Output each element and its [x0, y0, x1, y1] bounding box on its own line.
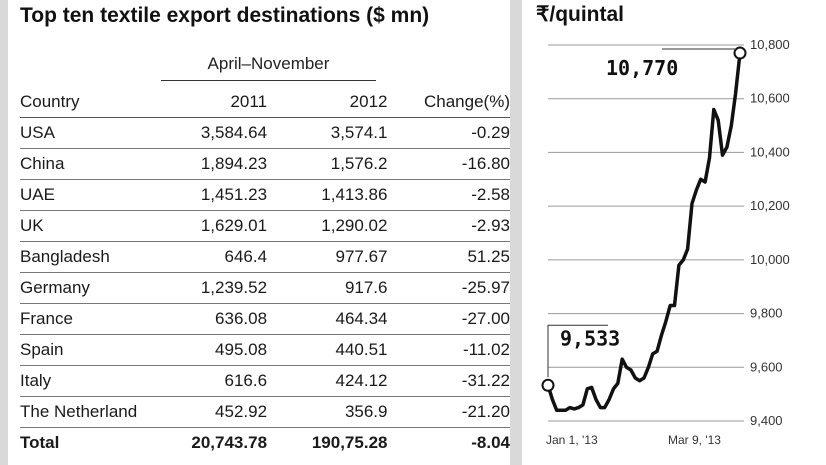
table-row: Bangladesh 646.4 977.67 51.25 — [20, 241, 510, 273]
price-line-chart: 9,400 9,600 9,800 10,000 10,200 10,400 10,600 1… — [541, 37, 790, 447]
value-2011-cell: 646.4 — [158, 241, 268, 273]
table-row: USA 3,584.64 3,574.1 -0.29 — [20, 117, 510, 149]
value-2012-cell: 3,574.1 — [267, 117, 388, 149]
change-cell: 51.25 — [387, 241, 510, 273]
y-axis-unit-label: ₹/quintal — [536, 3, 625, 26]
value-2011-cell: 1,239.52 — [158, 272, 268, 304]
start-point-marker — [541, 378, 555, 392]
value-2011-cell: 616.6 — [158, 365, 268, 397]
end-value-annotation: 10,770 — [606, 56, 678, 80]
country-cell: Bangladesh — [20, 241, 159, 273]
change-cell: -31.22 — [387, 365, 510, 397]
value-2012-cell: 1,413.86 — [267, 179, 388, 211]
value-2011-cell: 1,629.01 — [158, 210, 268, 242]
value-2011-cell: 1,894.23 — [158, 148, 268, 180]
table-row: Spain 495.08 440.51 -11.02 — [20, 334, 510, 366]
country-cell: France — [20, 303, 159, 335]
value-2012-cell: 464.34 — [267, 303, 388, 335]
change-cell: -21.20 — [387, 396, 510, 428]
change-cell: -16.80 — [387, 148, 510, 180]
country-cell: China — [20, 148, 159, 180]
table-total-row: Total 20,743.78 190,75.28 -8.04 — [20, 428, 510, 459]
value-2012-cell: 977.67 — [267, 241, 388, 273]
table-row: France 636.08 464.34 -27.00 — [20, 303, 510, 335]
country-cell: UK — [20, 210, 159, 242]
table-row: Germany 1,239.52 917.6 -25.97 — [20, 272, 510, 304]
table-row: UAE 1,451.23 1,413.86 -2.58 — [20, 179, 510, 211]
x-tick-label-end: Mar 9, '13 — [668, 433, 721, 447]
value-2011-cell: 636.08 — [158, 303, 268, 335]
value-2011-cell: 20,743.78 — [191, 433, 268, 452]
export-table-panel: Top ten textile export destinations ($ m… — [8, 0, 510, 465]
end-point-marker — [733, 46, 747, 60]
change-cell: -2.93 — [387, 210, 510, 242]
y-tick-label: 9,800 — [750, 306, 783, 321]
price-series-line — [546, 52, 742, 413]
value-2011-cell: 1,451.23 — [158, 179, 268, 211]
start-value-annotation: 9,533 — [560, 326, 620, 350]
period-label: April–November — [207, 54, 330, 73]
country-cell: Germany — [20, 272, 159, 304]
column-header-country: Country — [20, 86, 159, 118]
period-rule — [161, 80, 376, 81]
value-2012-cell: 424.12 — [267, 365, 388, 397]
column-header-2012: 2012 — [267, 86, 388, 118]
change-cell: -27.00 — [387, 303, 510, 335]
y-tick-label: 10,800 — [750, 37, 790, 52]
table-header-row: Country 2011 2012 Change(%) — [20, 86, 510, 118]
country-cell: Italy — [20, 365, 159, 397]
y-tick-label: 9,400 — [750, 413, 783, 428]
y-tick-label: 9,600 — [750, 359, 783, 374]
table-body: USA 3,584.64 3,574.1 -0.29 China 1,894.23 1,57… — [20, 117, 510, 459]
y-tick-label: 10,600 — [750, 91, 790, 106]
change-cell: -0.29 — [387, 117, 510, 149]
start-callout-line — [547, 324, 608, 378]
country-cell: Spain — [20, 334, 159, 366]
table-row: China 1,894.23 1,576.2 -16.80 — [20, 148, 510, 180]
country-cell: Total — [20, 433, 60, 452]
table-row: The Netherland 452.92 356.9 -21.20 — [20, 396, 510, 428]
value-2011-cell: 495.08 — [158, 334, 268, 366]
y-tick-label: 10,000 — [750, 252, 790, 267]
value-2012-cell: 190,75.28 — [311, 433, 388, 452]
export-table: Country 2011 2012 Change(%) USA 3,584.64 3… — [20, 86, 510, 458]
price-chart-panel: ₹/quintal 9,400 9,600 9,800 10,000 10,200 10,… — [522, 0, 826, 465]
table-row: UK 1,629.01 1,290.02 -2.93 — [20, 210, 510, 242]
y-tick-label: 10,400 — [750, 144, 790, 159]
value-2012-cell: 356.9 — [267, 396, 388, 428]
x-tick-label-start: Jan 1, '13 — [546, 433, 598, 447]
column-header-2011: 2011 — [158, 86, 268, 118]
country-cell: The Netherland — [20, 396, 159, 428]
change-cell: -11.02 — [387, 334, 510, 366]
value-2012-cell: 917.6 — [267, 272, 388, 304]
value-2012-cell: 1,290.02 — [267, 210, 388, 242]
value-2012-cell: 1,576.2 — [267, 148, 388, 180]
table-title: Top ten textile export destinations ($ m… — [20, 4, 430, 27]
change-cell: -25.97 — [387, 272, 510, 304]
country-cell: USA — [20, 117, 159, 149]
column-header-change: Change(%) — [387, 86, 510, 118]
change-cell: -2.58 — [387, 179, 510, 211]
value-2012-cell: 440.51 — [267, 334, 388, 366]
value-2011-cell: 452.92 — [158, 396, 268, 428]
table-row: Italy 616.6 424.12 -31.22 — [20, 365, 510, 397]
country-cell: UAE — [20, 179, 159, 211]
value-2011-cell: 3,584.64 — [158, 117, 268, 149]
y-tick-label: 10,200 — [750, 198, 790, 213]
change-cell: -8.04 — [471, 433, 510, 452]
